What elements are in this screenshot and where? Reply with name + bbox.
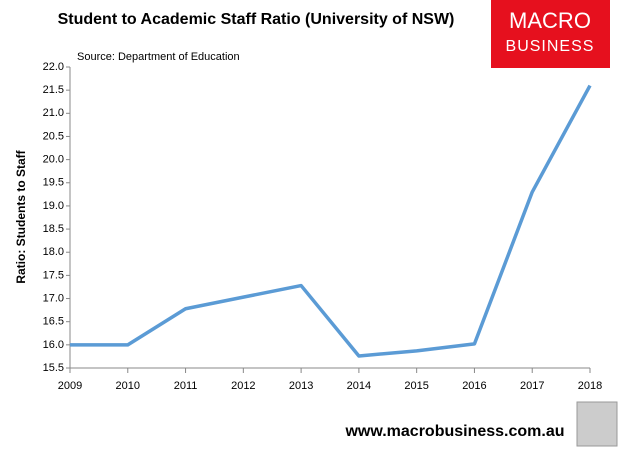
y-tick-label: 21.5 [43, 84, 64, 96]
y-tick-label: 21.0 [43, 107, 64, 119]
y-tick-label: 22.0 [43, 61, 64, 73]
footer: www.macrobusiness.com.au [344, 423, 564, 440]
y-tick-label: 18.5 [43, 223, 64, 235]
x-tick-label: 2018 [578, 380, 602, 392]
y-tick-label: 20.5 [43, 130, 64, 142]
logo [491, 0, 610, 68]
y-axis-label: Ratio: Students to Staff [14, 149, 28, 283]
x-tick-label: 2014 [347, 380, 371, 392]
y-tick-label: 17.0 [43, 292, 64, 304]
x-tick-label: 2015 [404, 380, 428, 392]
x-tick-label: 2017 [520, 380, 544, 392]
x-tick-label: 2010 [116, 380, 140, 392]
y-tick-label: 19.0 [43, 200, 64, 212]
x-tick-label: 2012 [231, 380, 255, 392]
data-line [70, 84, 592, 358]
x-tick-label: 2016 [462, 380, 486, 392]
y-tick-label: 15.5 [43, 362, 64, 374]
x-tick-label: 2009 [58, 380, 82, 392]
y-tick-label: 16.5 [43, 316, 64, 328]
x-tick-label: 2013 [289, 380, 313, 392]
wolf-icon [576, 401, 618, 447]
logo-text: BUSINESS [506, 38, 595, 55]
y-tick-label: 17.5 [43, 269, 64, 281]
y-tick-label: 18.0 [43, 246, 64, 258]
y-tick-label: 16.0 [43, 339, 64, 351]
x-tick-label: 2011 [174, 380, 198, 392]
y-tick-label: 20.0 [43, 154, 64, 166]
chart-title: Student to Academic Staff Ratio (Univers… [58, 11, 455, 28]
chart-subtitle: Source: Department of Education [77, 51, 240, 63]
y-tick-label: 19.5 [43, 177, 64, 189]
logo-text: MACRO [509, 8, 591, 33]
